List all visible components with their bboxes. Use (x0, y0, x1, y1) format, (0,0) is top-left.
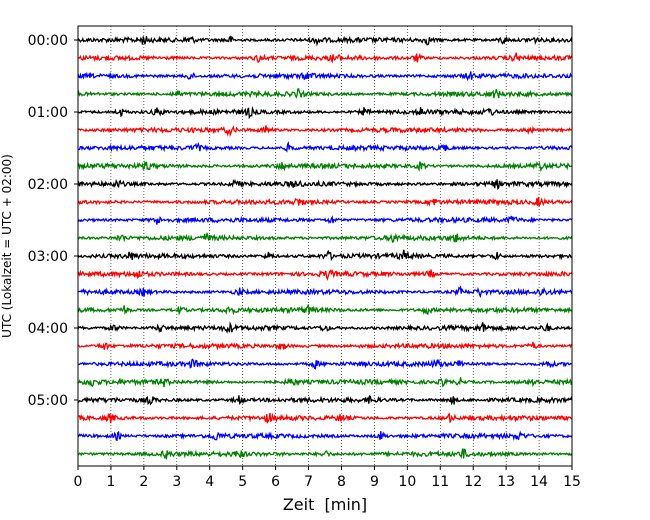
x-tick-label: 6 (271, 474, 280, 490)
trace-0345 (77, 304, 573, 316)
y-tick-label: 04:00 (28, 321, 68, 337)
x-tick-label: 2 (139, 474, 148, 490)
y-tick-label: 03:00 (28, 249, 68, 265)
trace-0000 (77, 35, 573, 47)
x-tick-label: 10 (398, 474, 416, 490)
y-tick-label: 00:00 (28, 33, 68, 49)
x-tick-label: 14 (530, 474, 548, 490)
x-tick-label: 7 (304, 474, 313, 490)
seismic-traces (77, 35, 573, 460)
trace-0530 (77, 430, 573, 442)
trace-0030 (77, 71, 573, 82)
x-tick-label: 3 (172, 474, 181, 490)
trace-0430 (77, 358, 573, 370)
trace-0400 (77, 321, 573, 334)
trace-0115 (77, 125, 573, 138)
trace-0215 (77, 196, 573, 208)
trace-0315 (77, 268, 573, 281)
x-tick-label: 1 (106, 474, 115, 490)
trace-0545 (77, 448, 573, 460)
y-tick-label: 01:00 (28, 105, 68, 121)
trace-0515 (77, 412, 573, 424)
plot-frame (77, 25, 573, 467)
x-tick-label: 15 (563, 474, 581, 490)
x-tick-label: 5 (238, 474, 247, 490)
trace-0330 (77, 285, 573, 299)
trace-0230 (77, 215, 573, 225)
x-axis-label: Zeit [min] (283, 495, 367, 514)
trace-0130 (77, 140, 573, 153)
axis-ticks: 0 1 2 3 4 5 6 7 8 9 10 11 12 13 14 1500:0001:0002:0003:… (28, 33, 581, 490)
trace-0145 (77, 160, 572, 173)
y-axis-label: UTC (Lokalzeit = UTC + 02:00) (0, 154, 14, 338)
x-tick-label: 0 (74, 474, 83, 490)
x-tick-label: 9 (370, 474, 379, 490)
x-tick-label: 8 (337, 474, 346, 490)
trace-0445 (77, 377, 573, 388)
trace-0015 (77, 52, 573, 64)
x-tick-label: 11 (431, 474, 449, 490)
trace-0300 (77, 249, 573, 262)
trace-0100 (77, 106, 573, 120)
trace-0200 (77, 178, 573, 190)
x-tick-label: 4 (205, 474, 214, 490)
y-tick-label: 05:00 (28, 393, 68, 409)
trace-0415 (77, 341, 573, 351)
trace-0045 (77, 88, 573, 99)
trace-0245 (77, 232, 573, 244)
trace-0500 (77, 394, 573, 406)
x-tick-label: 12 (464, 474, 482, 490)
y-tick-label: 02:00 (28, 177, 68, 193)
vertical-grid (110, 26, 540, 466)
x-tick-label: 13 (497, 474, 515, 490)
